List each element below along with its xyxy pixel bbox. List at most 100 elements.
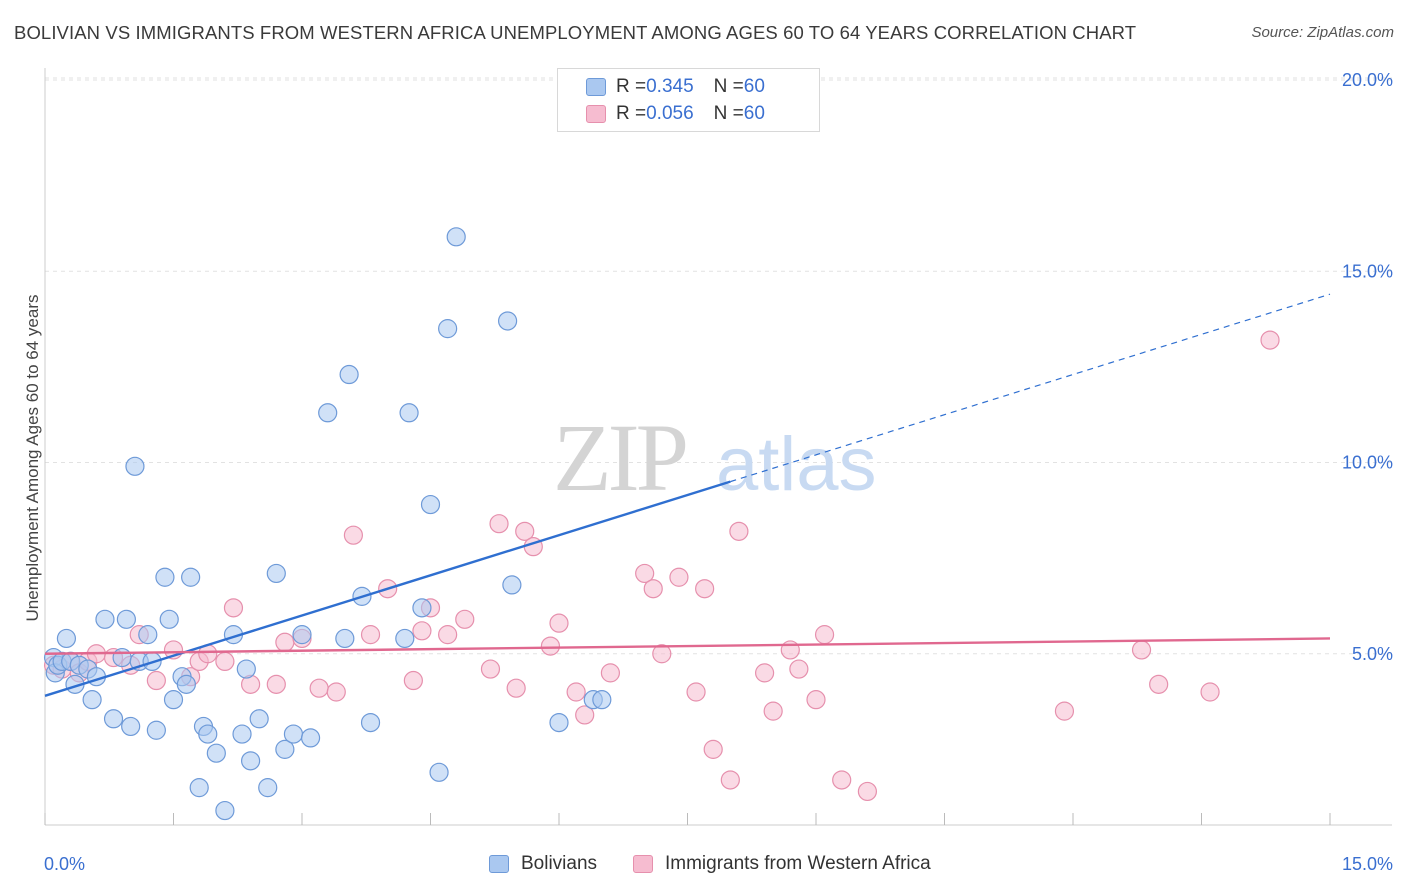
chart-title: BOLIVIAN VS IMMIGRANTS FROM WESTERN AFRI… [14, 22, 1137, 43]
grid-lines [45, 77, 1392, 655]
waf-point [1149, 674, 1169, 694]
bolivian-point [592, 690, 612, 710]
waf-point [489, 514, 509, 534]
bolivian-point [121, 716, 141, 737]
waf-point [754, 663, 775, 683]
waf-point [266, 674, 286, 694]
bolivian-point [163, 690, 184, 710]
bolivian-point [339, 364, 359, 385]
waf-point [515, 521, 535, 541]
waf-point [720, 770, 740, 790]
bolivian-point [198, 724, 218, 744]
bolivian-point [159, 609, 179, 629]
bolivian-point [300, 728, 321, 748]
trend-lines [44, 293, 1331, 697]
bolivian-point [236, 659, 256, 679]
waf-point [729, 521, 749, 541]
x-tick-label: 0.0% [44, 854, 85, 874]
waf-point [703, 739, 723, 759]
bolivian-point [82, 690, 102, 710]
waf-swatch [633, 855, 653, 873]
waf-point [146, 670, 166, 691]
legend-r-value: 0.345 [646, 76, 694, 97]
bolivian-point [420, 494, 441, 515]
waf-point [832, 770, 852, 790]
waf-point [215, 651, 235, 672]
waf-point [343, 525, 363, 545]
waf-point [326, 682, 346, 702]
bolivian-point [412, 598, 432, 618]
y-tick-label: 5.0% [1352, 644, 1393, 664]
waf-point [566, 682, 586, 702]
waf-point [857, 781, 878, 802]
waf-point [1054, 701, 1075, 721]
bolivian-point [395, 628, 415, 649]
legend-row-bolivians: R = 0.345 N = 60 [586, 75, 765, 99]
waf-point [686, 682, 706, 702]
waf-point [438, 625, 458, 645]
bolivian-point [258, 778, 278, 798]
y-tick-label: 10.0% [1342, 453, 1393, 473]
waf-point [360, 625, 381, 645]
waf-point [549, 613, 569, 633]
bolivian-point [138, 625, 158, 645]
waf-swatch [586, 105, 606, 123]
waf-point [455, 609, 475, 629]
waf-point [540, 636, 561, 656]
legend-r-value: 0.056 [646, 103, 694, 124]
bolivian-point [176, 674, 196, 694]
bolivian-point [429, 762, 449, 782]
bolivian-point [56, 628, 77, 649]
y-tick-label: 20.0% [1342, 70, 1393, 90]
waf-trend-line [44, 637, 1331, 655]
legend-r-label: R = [616, 76, 647, 97]
axes [44, 68, 1392, 826]
bolivians-legend-label: Bolivians [521, 853, 598, 874]
bolivian-point [181, 567, 201, 587]
bolivian-point [95, 609, 115, 629]
bolivians-trend-line [44, 480, 731, 697]
y-tick-label: 15.0% [1342, 261, 1393, 281]
bolivian-point [241, 751, 261, 771]
legend-n-label: N = [713, 103, 744, 124]
bolivian-point [116, 609, 136, 629]
bolivian-point [189, 778, 209, 798]
watermark-zip: ZIP [553, 404, 686, 511]
waf-point [814, 625, 835, 645]
bolivian-point [283, 724, 304, 744]
waf-point [1200, 682, 1220, 702]
waf-point [275, 632, 295, 652]
bottom-legend-waf: Immigrants from Western Africa [633, 852, 931, 876]
bottom-legend-bolivians: Bolivians [489, 852, 597, 876]
waf-point [1260, 330, 1280, 350]
x-tick-label: 15.0% [1342, 854, 1393, 874]
waf-point [643, 579, 663, 599]
bolivian-point [112, 647, 132, 668]
bolivian-point [266, 563, 286, 584]
bolivian-point [275, 739, 295, 759]
waf-point [669, 567, 689, 587]
bolivian-point [335, 628, 355, 649]
bolivians-swatch [489, 855, 509, 873]
bolivians-swatch [586, 78, 606, 96]
y-axis-label: Unemployment Among Ages 60 to 64 years [23, 295, 42, 622]
bolivian-point [215, 800, 235, 821]
waf-point [789, 659, 809, 679]
bolivian-point [146, 720, 166, 740]
bolivian-point [155, 567, 175, 587]
bolivian-point [232, 724, 252, 744]
waf-point [600, 663, 621, 683]
waf-point [403, 670, 423, 691]
bolivian-point [249, 709, 269, 729]
legend-n-value: 60 [743, 76, 765, 97]
source-credit: Source: ZipAtlas.com [1251, 24, 1394, 41]
legend-n-label: N = [713, 76, 744, 97]
bolivian-point [206, 743, 226, 763]
waf-point [309, 678, 329, 698]
bolivian-point [438, 319, 458, 339]
bolivian-point [549, 712, 569, 733]
bolivian-point [399, 403, 419, 423]
bolivians-trend-extension [730, 293, 1331, 483]
waf-points [43, 330, 1280, 802]
watermark: ZIP atlas [553, 404, 877, 511]
